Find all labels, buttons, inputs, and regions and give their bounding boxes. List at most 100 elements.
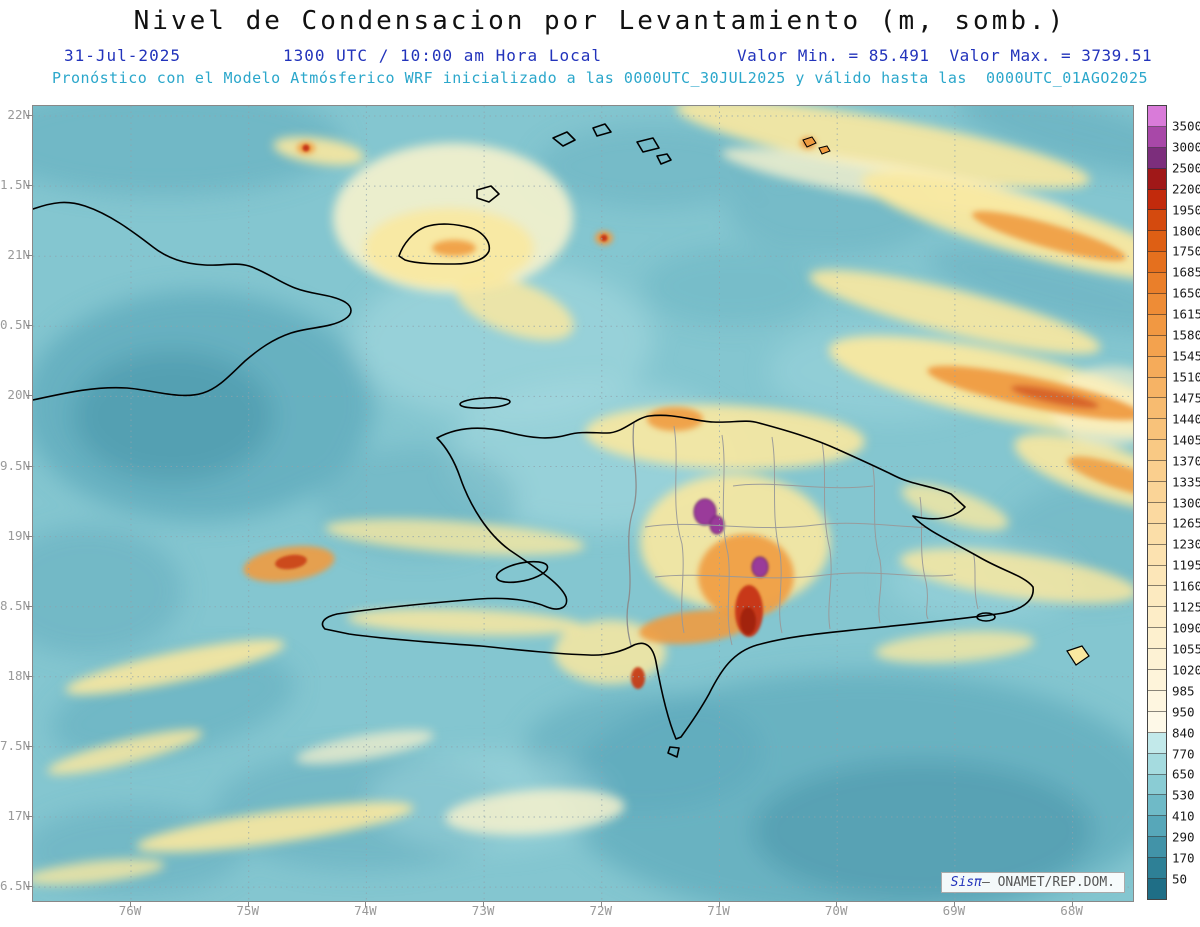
colorbar-segment [1148, 565, 1166, 587]
colorbar-tick-label: 3500 [1172, 118, 1200, 134]
colorbar-segment [1148, 795, 1166, 817]
lon-tick-mark [130, 901, 131, 907]
lat-tick-label: 1.5N [0, 177, 31, 193]
lon-tick-label: 69W [942, 903, 966, 918]
value-max-label: Valor Max. = 3739.51 [949, 46, 1153, 65]
colorbar-segment [1148, 816, 1166, 838]
lon-tick-label: 73W [471, 903, 495, 918]
small-islet [802, 136, 817, 148]
tortuga-island [459, 397, 511, 409]
colorbar-segment [1148, 732, 1166, 754]
lat-tick-label: 18N [7, 667, 30, 683]
colorbar-segment [1148, 106, 1166, 127]
saona-island [976, 612, 996, 622]
lat-tick-mark [26, 465, 32, 467]
lon-tick-mark [836, 901, 838, 907]
colorbar-tick-label: 3000 [1172, 139, 1200, 155]
lon-tick-mark [365, 901, 367, 907]
lat-tick-label: 7.5N [0, 737, 31, 753]
colorbar-tick-label: 770 [1172, 746, 1195, 762]
colorbar-segment [1148, 335, 1166, 357]
colorbar-tick-label: 1750 [1172, 243, 1200, 259]
colorbar-tick-label: 2500 [1172, 160, 1200, 176]
colorbar-tick-label: 840 [1172, 725, 1195, 741]
lat-tick-mark [26, 605, 32, 607]
colorbar-tick-label: 170 [1172, 850, 1195, 866]
colorbar-tick-label: 1195 [1172, 557, 1200, 573]
lat-tick-mark [26, 395, 32, 397]
lon-tick-label: 74W [354, 903, 377, 918]
colorbar-tick-label: 1580 [1172, 327, 1200, 343]
colorbar-segment [1148, 690, 1166, 712]
colorbar-segment [1148, 544, 1166, 566]
lat-tick-label: 22N [7, 107, 30, 122]
lat-tick-mark [26, 675, 32, 677]
colorbar-segment [1148, 419, 1166, 441]
colorbar-segment [1148, 147, 1166, 169]
turks-caicos-island [592, 123, 612, 137]
lat-tick-label: 17N [7, 808, 30, 823]
forecast-line: Pronóstico con el Modelo Atmósferico WRF… [51, 69, 1149, 87]
colorbar-segment [1148, 231, 1166, 253]
colorbar-tick-label: 1020 [1172, 662, 1200, 678]
colorbar-segment [1148, 649, 1166, 671]
colorbar-segment [1148, 126, 1166, 148]
colorbar-labels: 3500 3000 2500 2200 1950 1800 1750 1685 1650 1615… [1172, 105, 1200, 900]
admin-boundaries-layer [626, 421, 979, 658]
lon-tick-label: 70W [824, 903, 848, 918]
lon-tick-mark [953, 901, 955, 907]
haiti-dr-border [626, 421, 637, 658]
turks-caicos-island [656, 153, 672, 165]
lat-tick-label: 0.5N [0, 317, 31, 333]
colorbar-tick-label: 1265 [1172, 515, 1200, 531]
lat-tick-mark [26, 115, 32, 116]
colorbar-tick-label: 1545 [1172, 348, 1200, 364]
colorbar-segment [1148, 482, 1166, 503]
colorbar-tick-label: 1160 [1172, 578, 1200, 594]
colorbar-tick-label: 1230 [1172, 536, 1200, 552]
lat-tick-label: 21N [7, 247, 30, 263]
field-warm-layer [243, 137, 1133, 644]
map-plot-area: Sisπ– ONAMET/REP.DOM. [32, 105, 1134, 902]
lat-tick-label: 6.5N [0, 878, 31, 894]
lat-tick-mark [26, 535, 32, 537]
colorbar-tick-label: 1300 [1172, 495, 1200, 510]
lon-tick-label: 75W [236, 903, 259, 918]
watermark-brand: Sisπ [950, 875, 982, 890]
colorbar-tick-label: 1370 [1172, 453, 1200, 469]
lat-tick-mark [26, 816, 32, 817]
lat-tick-label: 9.5N [0, 457, 31, 473]
turks-caicos-island [636, 137, 660, 153]
colorbar [1147, 105, 1167, 900]
colorbar-tick-label: 1055 [1172, 641, 1200, 657]
colorbar-segment [1148, 377, 1166, 399]
colorbar-tick-label: 1650 [1172, 285, 1200, 301]
colorbar-tick-label: 1800 [1172, 223, 1200, 239]
colorbar-segment [1148, 189, 1166, 211]
colorbar-tick-label: 1090 [1172, 620, 1200, 636]
lon-tick-label: 72W [589, 903, 613, 918]
lat-tick-label: 19N [7, 527, 30, 543]
colorbar-segment [1148, 294, 1166, 315]
lat-tick-mark [26, 745, 32, 747]
colorbar-tick-label: 1125 [1172, 599, 1200, 615]
page-title: Nivel de Condensacion por Levantamiento … [133, 6, 1067, 36]
gonave-island [495, 560, 549, 584]
time-label: 1300 UTC / 10:00 am Hora Local [283, 46, 602, 65]
turks-caicos-island [552, 131, 576, 147]
colorbar-segment [1148, 711, 1166, 733]
colorbar-segment [1148, 878, 1166, 899]
colorbar-segment [1148, 628, 1166, 650]
colorbar-segment [1148, 607, 1166, 629]
colorbar-segment [1148, 314, 1166, 336]
colorbar-tick-label: 950 [1172, 704, 1195, 720]
great-inagua-island [398, 223, 491, 265]
field-hot-layer [275, 140, 811, 689]
colorbar-segment [1148, 858, 1166, 879]
lat-tick-mark [26, 886, 32, 888]
colorbar-tick-label: 50 [1172, 871, 1188, 887]
colorbar-tick-label: 1475 [1172, 390, 1200, 406]
lon-tick-label: 76W [118, 903, 142, 918]
lon-tick-label: 68W [1060, 903, 1083, 918]
map-canvas [33, 106, 1133, 901]
